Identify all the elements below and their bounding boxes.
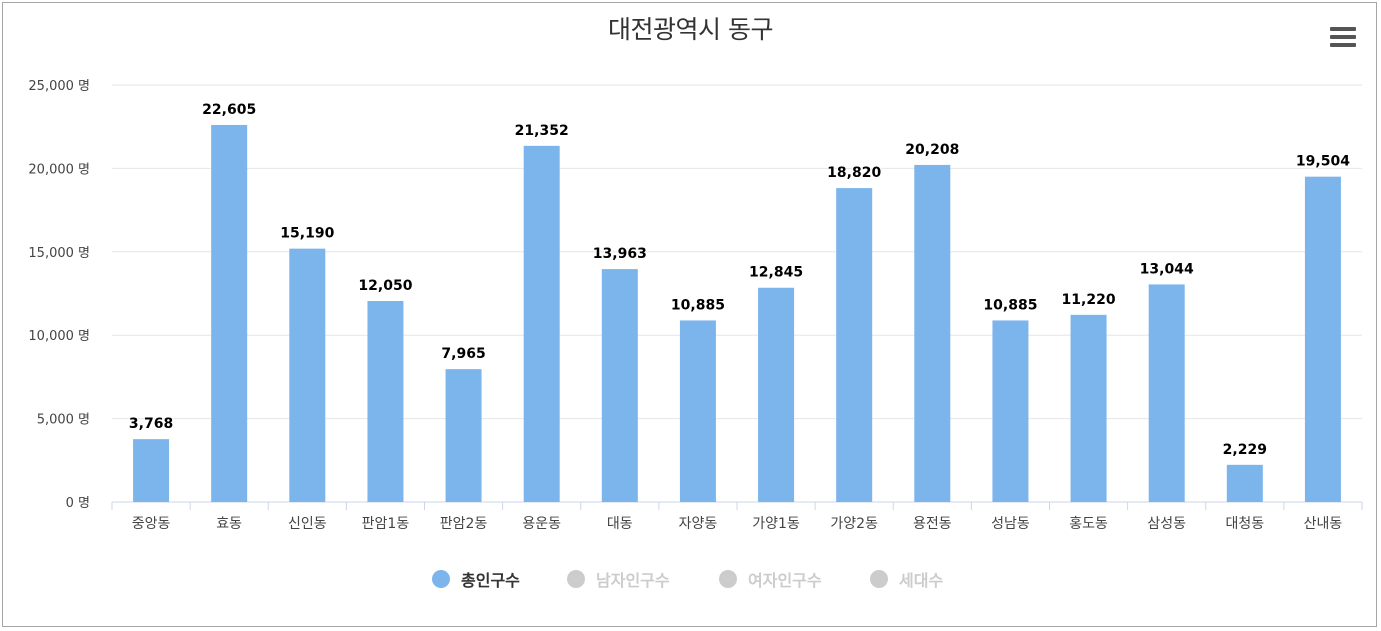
bar	[1226, 464, 1263, 502]
data-label: 11,220	[1062, 292, 1116, 308]
legend: 총인구수 남자인구수 여자인구수 세대수	[0, 567, 1381, 593]
x-tick-label: 신인동	[288, 516, 327, 532]
y-tick-label: 5,000 명	[37, 413, 90, 428]
x-tick-label: 삼성동	[1147, 516, 1186, 532]
y-tick-label: 20,000 명	[28, 162, 90, 177]
bar	[523, 145, 560, 502]
x-tick-label: 홍도동	[1069, 516, 1108, 532]
bar	[601, 269, 638, 502]
data-label: 12,050	[358, 278, 412, 294]
x-tick-label: 가양2동	[830, 516, 878, 532]
legend-item[interactable]: 세대수	[870, 567, 943, 591]
bar-chart: 0 명 5,000 명 10,000 명 15,000 명 20,000 명 25,000…	[28, 79, 1363, 532]
x-tick-label: 성남동	[991, 516, 1030, 532]
x-tick-label: 대동	[607, 516, 633, 532]
bar	[445, 369, 482, 502]
bar	[367, 301, 404, 502]
bar	[1148, 284, 1185, 502]
bar	[1070, 314, 1107, 502]
x-tick-label: 대청동	[1225, 516, 1264, 532]
data-label: 12,845	[749, 265, 803, 281]
data-label: 21,352	[515, 123, 569, 139]
x-tick-label: 산내동	[1304, 516, 1343, 532]
bar	[914, 164, 951, 503]
y-tick-label: 0 명	[66, 496, 90, 511]
x-tick-label: 판암1동	[362, 516, 410, 532]
bar	[133, 439, 170, 502]
bar	[211, 124, 248, 502]
x-tick-label: 용전동	[913, 516, 952, 532]
x-tick-label: 효동	[216, 516, 242, 532]
data-label: 10,885	[983, 297, 1037, 313]
legend-label: 총인구수	[461, 571, 520, 590]
data-label: 7,965	[441, 346, 485, 362]
x-tick-label: 자양동	[679, 516, 718, 532]
data-label: 22,605	[202, 102, 256, 118]
legend-item[interactable]: 남자인구수	[567, 567, 670, 591]
legend-label: 세대수	[899, 571, 944, 590]
data-label: 19,504	[1296, 154, 1350, 170]
legend-item[interactable]: 총인구수	[432, 567, 520, 591]
x-tick-label: 중앙동	[132, 516, 171, 532]
legend-marker-icon	[567, 570, 585, 588]
legend-marker-icon	[719, 570, 737, 588]
data-label: 13,963	[593, 246, 647, 262]
y-tick-label: 15,000 명	[28, 246, 90, 261]
chart-title: 대전광역시 동구	[608, 15, 773, 44]
bar	[992, 320, 1029, 502]
hamburger-menu-icon[interactable]	[1326, 24, 1358, 50]
x-tick-label: 판암2동	[440, 516, 488, 532]
data-label: 15,190	[280, 226, 334, 242]
legend-label: 여자인구수	[748, 571, 822, 590]
data-label: 2,229	[1223, 442, 1267, 458]
x-tick-label: 가양1동	[752, 516, 800, 532]
y-tick-label: 10,000 명	[28, 329, 90, 344]
bar	[836, 188, 873, 502]
bar	[1304, 176, 1341, 502]
legend-marker-icon	[870, 570, 888, 588]
x-tick-label: 용운동	[522, 516, 561, 532]
legend-label: 남자인구수	[596, 571, 670, 590]
data-label: 3,768	[129, 416, 173, 432]
data-label: 18,820	[827, 165, 881, 181]
data-label: 10,885	[671, 297, 725, 313]
bar	[289, 248, 326, 502]
bar	[679, 320, 716, 502]
data-label: 20,208	[905, 142, 959, 158]
data-label: 13,044	[1140, 261, 1194, 277]
bar	[758, 287, 795, 502]
legend-item[interactable]: 여자인구수	[719, 567, 822, 591]
y-tick-label: 25,000 명	[28, 79, 90, 94]
legend-marker-icon	[432, 570, 450, 588]
